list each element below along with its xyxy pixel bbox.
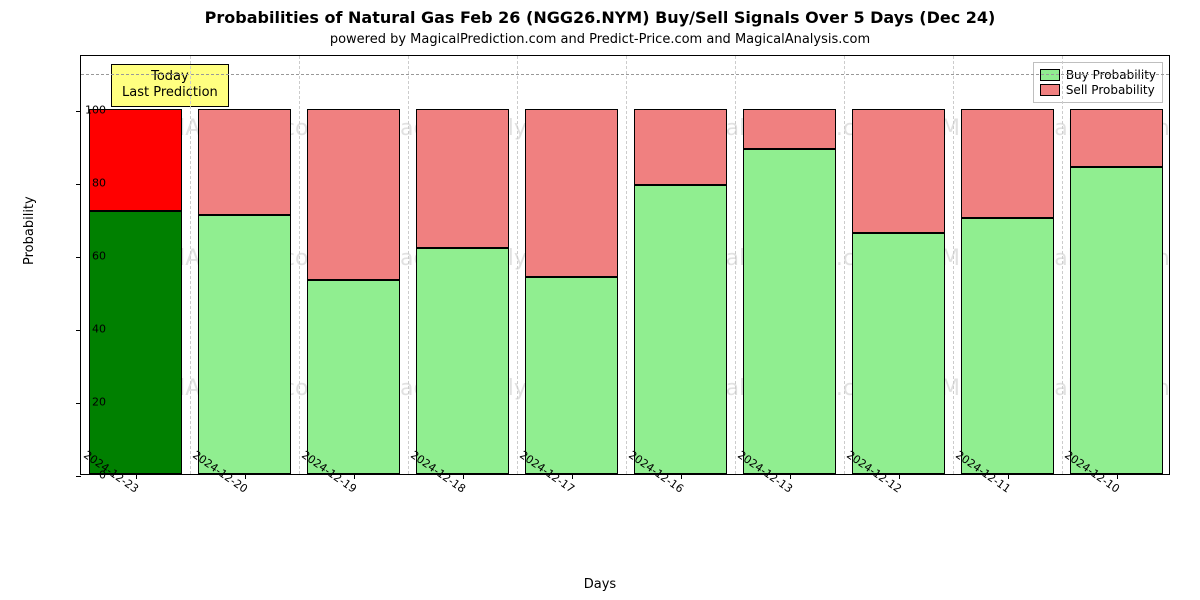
chart-subtitle: powered by MagicalPrediction.com and Pre… [0, 32, 1200, 47]
x-tick-mark [136, 474, 137, 479]
plot-area: MagicalAnalysis.com MagicalAnalysis.com … [80, 55, 1170, 475]
x-tick-mark [572, 474, 573, 479]
sell-bar [961, 109, 1054, 219]
x-tick-mark [245, 474, 246, 479]
legend: Buy Probability Sell Probability [1033, 62, 1163, 103]
x-tick-mark [681, 474, 682, 479]
y-tick-label: 20 [76, 395, 106, 408]
sell-bar [307, 109, 400, 281]
bar-group [89, 109, 182, 474]
bar-group [743, 109, 836, 474]
today-annotation: Today Last Prediction [111, 64, 229, 107]
y-tick-label: 100 [76, 103, 106, 116]
vertical-gridline [844, 56, 845, 474]
bar-group [1070, 109, 1163, 474]
reference-line [81, 74, 1169, 75]
x-tick-mark [790, 474, 791, 479]
legend-label-sell: Sell Probability [1066, 83, 1155, 97]
vertical-gridline [1062, 56, 1063, 474]
sell-bar [525, 109, 618, 277]
bar-group [634, 109, 727, 474]
x-tick-mark [354, 474, 355, 479]
x-tick-mark [899, 474, 900, 479]
x-axis-label: Days [0, 577, 1200, 592]
legend-item-sell: Sell Probability [1040, 83, 1156, 97]
buy-bar [307, 280, 400, 474]
vertical-gridline [190, 56, 191, 474]
sell-bar [634, 109, 727, 186]
sell-bar [416, 109, 509, 248]
bar-group [416, 109, 509, 474]
chart-title: Probabilities of Natural Gas Feb 26 (NGG… [0, 8, 1200, 27]
bar-group [307, 109, 400, 474]
sell-bar [198, 109, 291, 215]
sell-bar [743, 109, 836, 149]
vertical-gridline [299, 56, 300, 474]
vertical-gridline [626, 56, 627, 474]
sell-bar [1070, 109, 1163, 167]
legend-swatch-sell [1040, 84, 1060, 96]
annotation-line2: Last Prediction [122, 85, 218, 100]
vertical-gridline [408, 56, 409, 474]
vertical-gridline [517, 56, 518, 474]
annotation-line1: Today [151, 69, 189, 84]
x-tick-mark [463, 474, 464, 479]
y-tick-label: 40 [76, 322, 106, 335]
sell-bar [89, 109, 182, 211]
vertical-gridline [735, 56, 736, 474]
x-tick-mark [1117, 474, 1118, 479]
y-tick-label: 60 [76, 249, 106, 262]
x-tick-mark [1008, 474, 1009, 479]
bar-group [525, 109, 618, 474]
buy-bar [525, 277, 618, 474]
y-tick-label: 80 [76, 176, 106, 189]
bar-group [852, 109, 945, 474]
y-axis-label: Probability [22, 196, 37, 265]
sell-bar [852, 109, 945, 233]
vertical-gridline [953, 56, 954, 474]
bar-group [961, 109, 1054, 474]
buy-bar [1070, 167, 1163, 474]
bar-group [198, 109, 291, 474]
buy-bar [743, 149, 836, 474]
chart-container: Probabilities of Natural Gas Feb 26 (NGG… [0, 0, 1200, 600]
